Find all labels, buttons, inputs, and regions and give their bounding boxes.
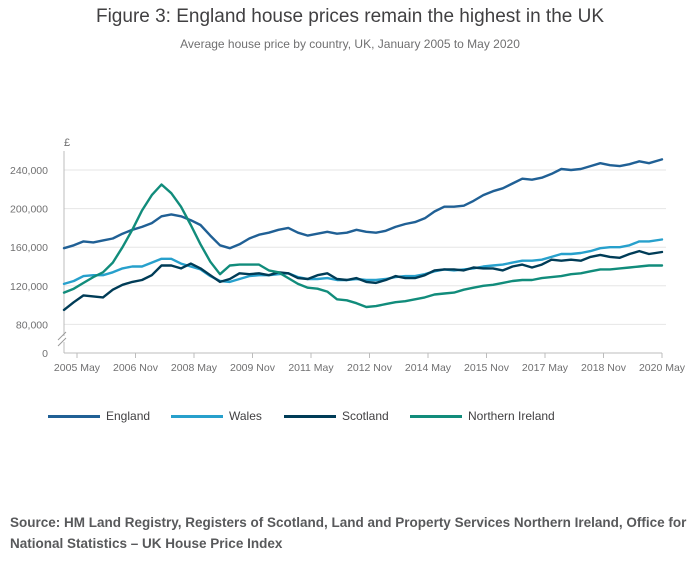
x-tick-label: 2015 Nov — [464, 362, 510, 374]
axis-break-mask — [58, 336, 70, 342]
source-note: Source: HM Land Registry, Registers of S… — [10, 515, 687, 551]
y-tick-label: 240,000 — [10, 165, 48, 177]
y-axis-unit: £ — [64, 137, 70, 149]
x-tick-label: 2005 May — [54, 362, 101, 374]
y-tick-label: 120,000 — [10, 281, 48, 293]
y-tick-label: 0 — [42, 348, 48, 360]
legend-swatch-scotland — [284, 415, 336, 418]
legend-label-england: England — [106, 409, 151, 423]
y-tick-label: 200,000 — [10, 204, 48, 216]
y-tick-label: 80,000 — [16, 319, 48, 331]
line-chart: 0 80,000 120,000 160,000 200,000 240,000 £2005… — [10, 137, 686, 374]
legend-swatch-england — [48, 415, 100, 418]
axis-break-mark — [57, 337, 67, 347]
legend-swatch-northern-ireland — [410, 415, 462, 418]
legend-label-scotland: Scotland — [342, 409, 389, 423]
axis-break-mark — [57, 331, 67, 341]
x-tick-label: 2018 Nov — [581, 362, 627, 374]
chart-subtitle: Average house price by country, UK, Janu… — [180, 37, 520, 51]
x-tick-label: 2009 Nov — [230, 362, 276, 374]
series-line-england — [62, 158, 664, 250]
legend-swatch-wales — [171, 415, 223, 418]
x-tick-label: 2017 May — [522, 362, 569, 374]
x-tick-label: 2008 May — [171, 362, 218, 374]
series-line-wales — [62, 238, 664, 286]
series-line-scotland — [62, 249, 664, 312]
x-tick-label: 2012 Nov — [347, 362, 393, 374]
x-tick-label: 2020 May — [639, 362, 686, 374]
series-lines — [62, 158, 664, 312]
axes: 0 80,000 120,000 160,000 200,000 240,000 £2005… — [10, 137, 686, 374]
x-tick-label: 2014 May — [405, 362, 452, 374]
legend-label-northern-ireland: Northern Ireland — [468, 409, 555, 423]
chart-title: Figure 3: England house prices remain th… — [95, 6, 605, 27]
x-tick-label: 2011 May — [288, 362, 334, 374]
series-line-northern-ireland — [62, 183, 664, 309]
y-tick-label: 160,000 — [10, 242, 48, 254]
legend-label-wales: Wales — [229, 409, 262, 423]
x-tick-label: 2006 Nov — [113, 362, 159, 374]
gridlines — [64, 169, 666, 325]
